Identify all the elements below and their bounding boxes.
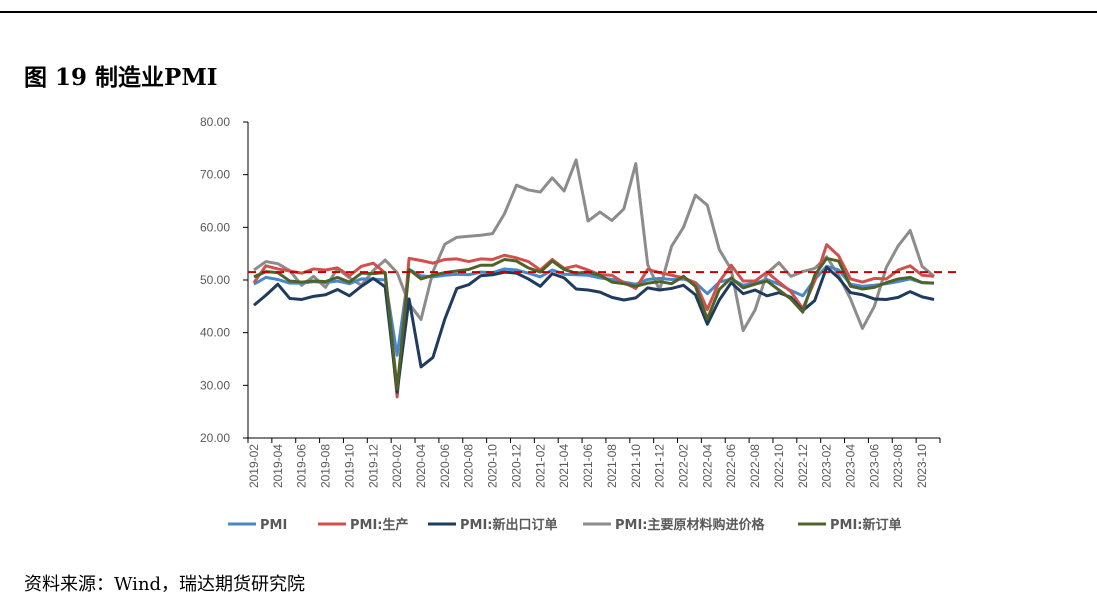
x-tick-label: 2020-02 bbox=[390, 444, 404, 488]
x-tick-label: 2022-08 bbox=[748, 444, 762, 488]
legend-label: PMI:新出口订单 bbox=[460, 517, 558, 533]
y-tick-label: 80.00 bbox=[200, 115, 230, 129]
series-line bbox=[253, 265, 935, 394]
x-tick-label: 2021-08 bbox=[605, 444, 619, 488]
y-tick-label: 60.00 bbox=[200, 220, 230, 234]
x-tick-label: 2022-06 bbox=[724, 444, 738, 488]
x-tick-label: 2022-04 bbox=[700, 444, 714, 488]
y-tick-label: 50.00 bbox=[200, 273, 230, 287]
series-line bbox=[253, 264, 935, 357]
x-tick-label: 2021-10 bbox=[629, 444, 643, 488]
x-tick-label: 2023-04 bbox=[844, 444, 858, 488]
legend-label: PMI bbox=[260, 518, 287, 533]
y-tick-label: 30.00 bbox=[200, 378, 230, 392]
x-tick-label: 2022-02 bbox=[676, 444, 690, 488]
x-tick-label: 2023-02 bbox=[820, 444, 834, 488]
x-tick-label: 2019-04 bbox=[271, 444, 285, 488]
series-0 bbox=[253, 264, 935, 357]
x-tick-label: 2021-04 bbox=[557, 444, 571, 488]
x-tick-label: 2019-08 bbox=[319, 444, 333, 488]
x-tick-label: 2020-08 bbox=[462, 444, 476, 488]
x-tick-label: 2020-04 bbox=[414, 444, 428, 488]
x-tick-label: 2023-08 bbox=[891, 444, 905, 488]
x-tick-label: 2021-06 bbox=[581, 444, 595, 488]
x-tick-label: 2022-12 bbox=[796, 444, 810, 488]
x-tick-label: 2021-12 bbox=[653, 444, 667, 488]
legend-label: PMI:主要原材料购进价格 bbox=[615, 517, 766, 533]
series-2 bbox=[253, 265, 935, 394]
x-tick-label: 2020-10 bbox=[486, 444, 500, 488]
y-tick-label: 20.00 bbox=[200, 431, 230, 445]
x-tick-label: 2023-06 bbox=[867, 444, 881, 488]
legend-label: PMI:新订单 bbox=[830, 517, 902, 533]
series-3 bbox=[253, 158, 935, 333]
x-tick-label: 2019-10 bbox=[342, 444, 356, 488]
source-note: 资料来源：Wind，瑞达期货研究院 bbox=[24, 574, 306, 595]
x-tick-label: 2023-10 bbox=[915, 444, 929, 488]
y-tick-label: 40.00 bbox=[200, 326, 230, 340]
y-tick-label: 70.00 bbox=[200, 168, 230, 182]
x-tick-label: 2020-06 bbox=[438, 444, 452, 488]
x-tick-label: 2019-12 bbox=[366, 444, 380, 488]
x-tick-label: 2020-12 bbox=[509, 444, 523, 488]
x-tick-label: 2019-06 bbox=[295, 444, 309, 488]
x-tick-label: 2019-02 bbox=[247, 444, 261, 488]
figure-title: 图 19 制造业PMI bbox=[24, 64, 218, 91]
x-tick-label: 2021-02 bbox=[533, 444, 547, 488]
legend-label: PMI:生产 bbox=[350, 517, 409, 533]
series-line bbox=[253, 158, 935, 333]
series-line bbox=[253, 256, 935, 391]
x-tick-label: 2022-10 bbox=[772, 444, 786, 488]
top-rule bbox=[0, 11, 1097, 13]
